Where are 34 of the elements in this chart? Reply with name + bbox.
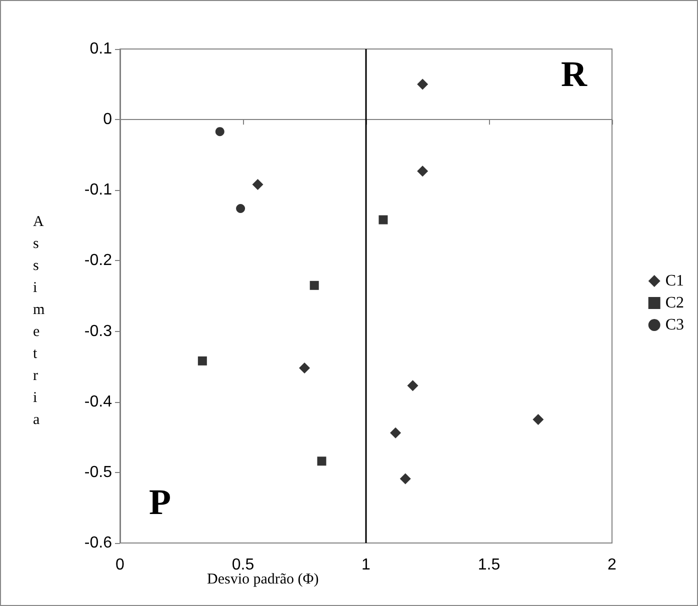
point	[407, 380, 418, 392]
y-tick-label: -0.6	[84, 534, 112, 552]
legend-label: C3	[665, 316, 684, 334]
x-tick-label: 0	[116, 556, 125, 574]
legend-label: C2	[665, 294, 684, 312]
x-tick-label: 2	[608, 556, 617, 574]
point	[198, 356, 207, 366]
point	[299, 362, 310, 374]
point	[417, 78, 428, 90]
y-tick-label: -0.5	[84, 464, 112, 481]
point	[378, 215, 388, 224]
legend-label: C1	[665, 272, 684, 290]
y-tick-label: -0.4	[84, 393, 112, 410]
annotation: P	[149, 482, 171, 522]
point	[317, 456, 326, 466]
point	[390, 427, 402, 438]
x-tick-label: 1.5	[478, 556, 500, 574]
annotation: R	[561, 54, 588, 94]
y-tick-label: 0	[103, 111, 112, 128]
point	[417, 166, 428, 177]
y-tick-label: -0.2	[84, 252, 112, 270]
x-tick-label: 0.5	[232, 556, 254, 574]
point	[252, 178, 264, 190]
point	[215, 127, 224, 136]
y-tick-label: -0.3	[84, 322, 112, 340]
point	[310, 280, 319, 290]
text: Assimetria	[33, 214, 45, 428]
x-axis-title: Desvio padrão (Φ)	[207, 572, 319, 588]
point	[236, 204, 246, 213]
y-tick-label: 0.1	[90, 40, 112, 58]
x-tick-label: 1	[362, 556, 371, 574]
y-tick-label: -0.1	[84, 182, 112, 199]
point	[532, 414, 544, 425]
point	[400, 473, 411, 484]
